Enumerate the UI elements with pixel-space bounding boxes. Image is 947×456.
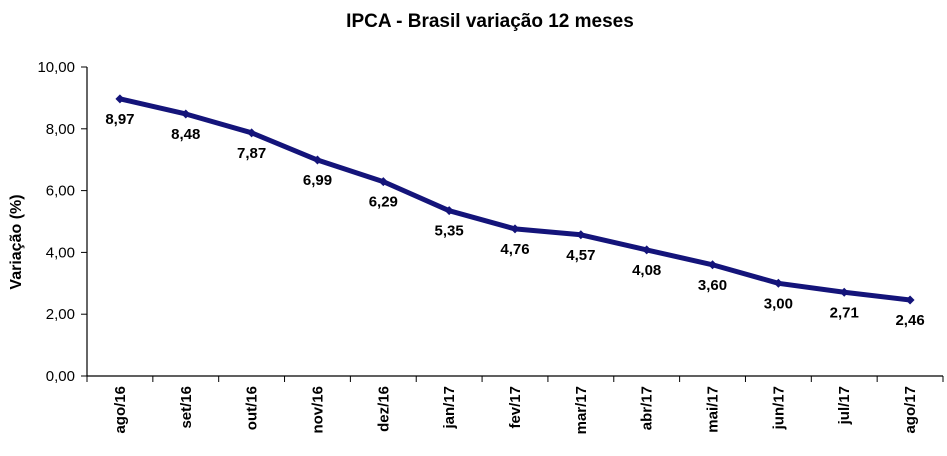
x-tick-label: fev/17: [507, 386, 524, 429]
axes: [86, 67, 943, 377]
x-tick-label: nov/16: [309, 386, 326, 434]
x-ticks: ago/16 set/16 out/16 nov/16 dez/16 jan/17 fev/…: [86, 376, 944, 434]
data-label: 5,35: [435, 223, 464, 240]
y-tick-label: 4,00: [46, 244, 75, 261]
data-point: [905, 295, 915, 305]
y-axis-label: Variação (%): [8, 194, 25, 289]
y-tick-label: 8,00: [46, 121, 75, 138]
data-label: 2,46: [895, 312, 924, 329]
data-point: [642, 245, 652, 255]
x-tick-label: mai/17: [705, 386, 722, 433]
data-point: [839, 287, 849, 297]
data-point: [444, 206, 454, 216]
data-label: 2,71: [830, 304, 859, 321]
data-label: 4,76: [500, 241, 529, 258]
data-point: [773, 278, 783, 288]
y-tick-label: 10,00: [37, 59, 75, 76]
x-tick-label: ago/16: [112, 386, 129, 434]
data-point: [510, 224, 520, 234]
x-tick-label: out/16: [244, 386, 261, 430]
y-tick-label: 6,00: [46, 183, 75, 200]
x-tick-label: abr/17: [639, 386, 656, 430]
data-point: [576, 230, 586, 240]
data-label: 4,57: [566, 247, 595, 264]
data-point: [115, 94, 125, 104]
x-tick-label: set/16: [178, 386, 195, 429]
data-point: [312, 155, 322, 165]
x-tick-label: jan/17: [441, 386, 458, 430]
y-ticks: 0,00 2,00 4,00 6,00 8,00 10,00: [37, 59, 87, 385]
series-line-path: [117, 96, 913, 303]
x-tick-label: dez/16: [375, 386, 392, 432]
data-label: 8,97: [105, 111, 134, 128]
data-label: 6,99: [303, 172, 332, 189]
data-point: [247, 128, 257, 138]
data-point: [378, 177, 388, 187]
x-tick-label: jun/17: [770, 386, 787, 430]
data-points: [115, 94, 915, 305]
data-label: 6,29: [369, 194, 398, 211]
data-label: 3,00: [764, 295, 793, 312]
x-tick-label: ago/17: [902, 386, 919, 434]
data-label: 3,60: [698, 277, 727, 294]
y-tick-label: 0,00: [46, 368, 75, 385]
data-label: 8,48: [171, 126, 200, 143]
data-point: [181, 109, 191, 119]
data-labels: 8,97 8,48 7,87 6,99 6,29 5,35 4,76 4,57 4,08 3,60…: [105, 111, 924, 329]
y-tick-label: 2,00: [46, 306, 75, 323]
series-line: [117, 96, 913, 303]
x-tick-label: mar/17: [573, 386, 590, 434]
data-point: [708, 260, 718, 270]
chart-title: IPCA - Brasil variação 12 meses: [346, 11, 634, 32]
x-tick-label: jul/17: [836, 386, 853, 425]
data-label: 7,87: [237, 145, 266, 162]
data-label: 4,08: [632, 262, 661, 279]
